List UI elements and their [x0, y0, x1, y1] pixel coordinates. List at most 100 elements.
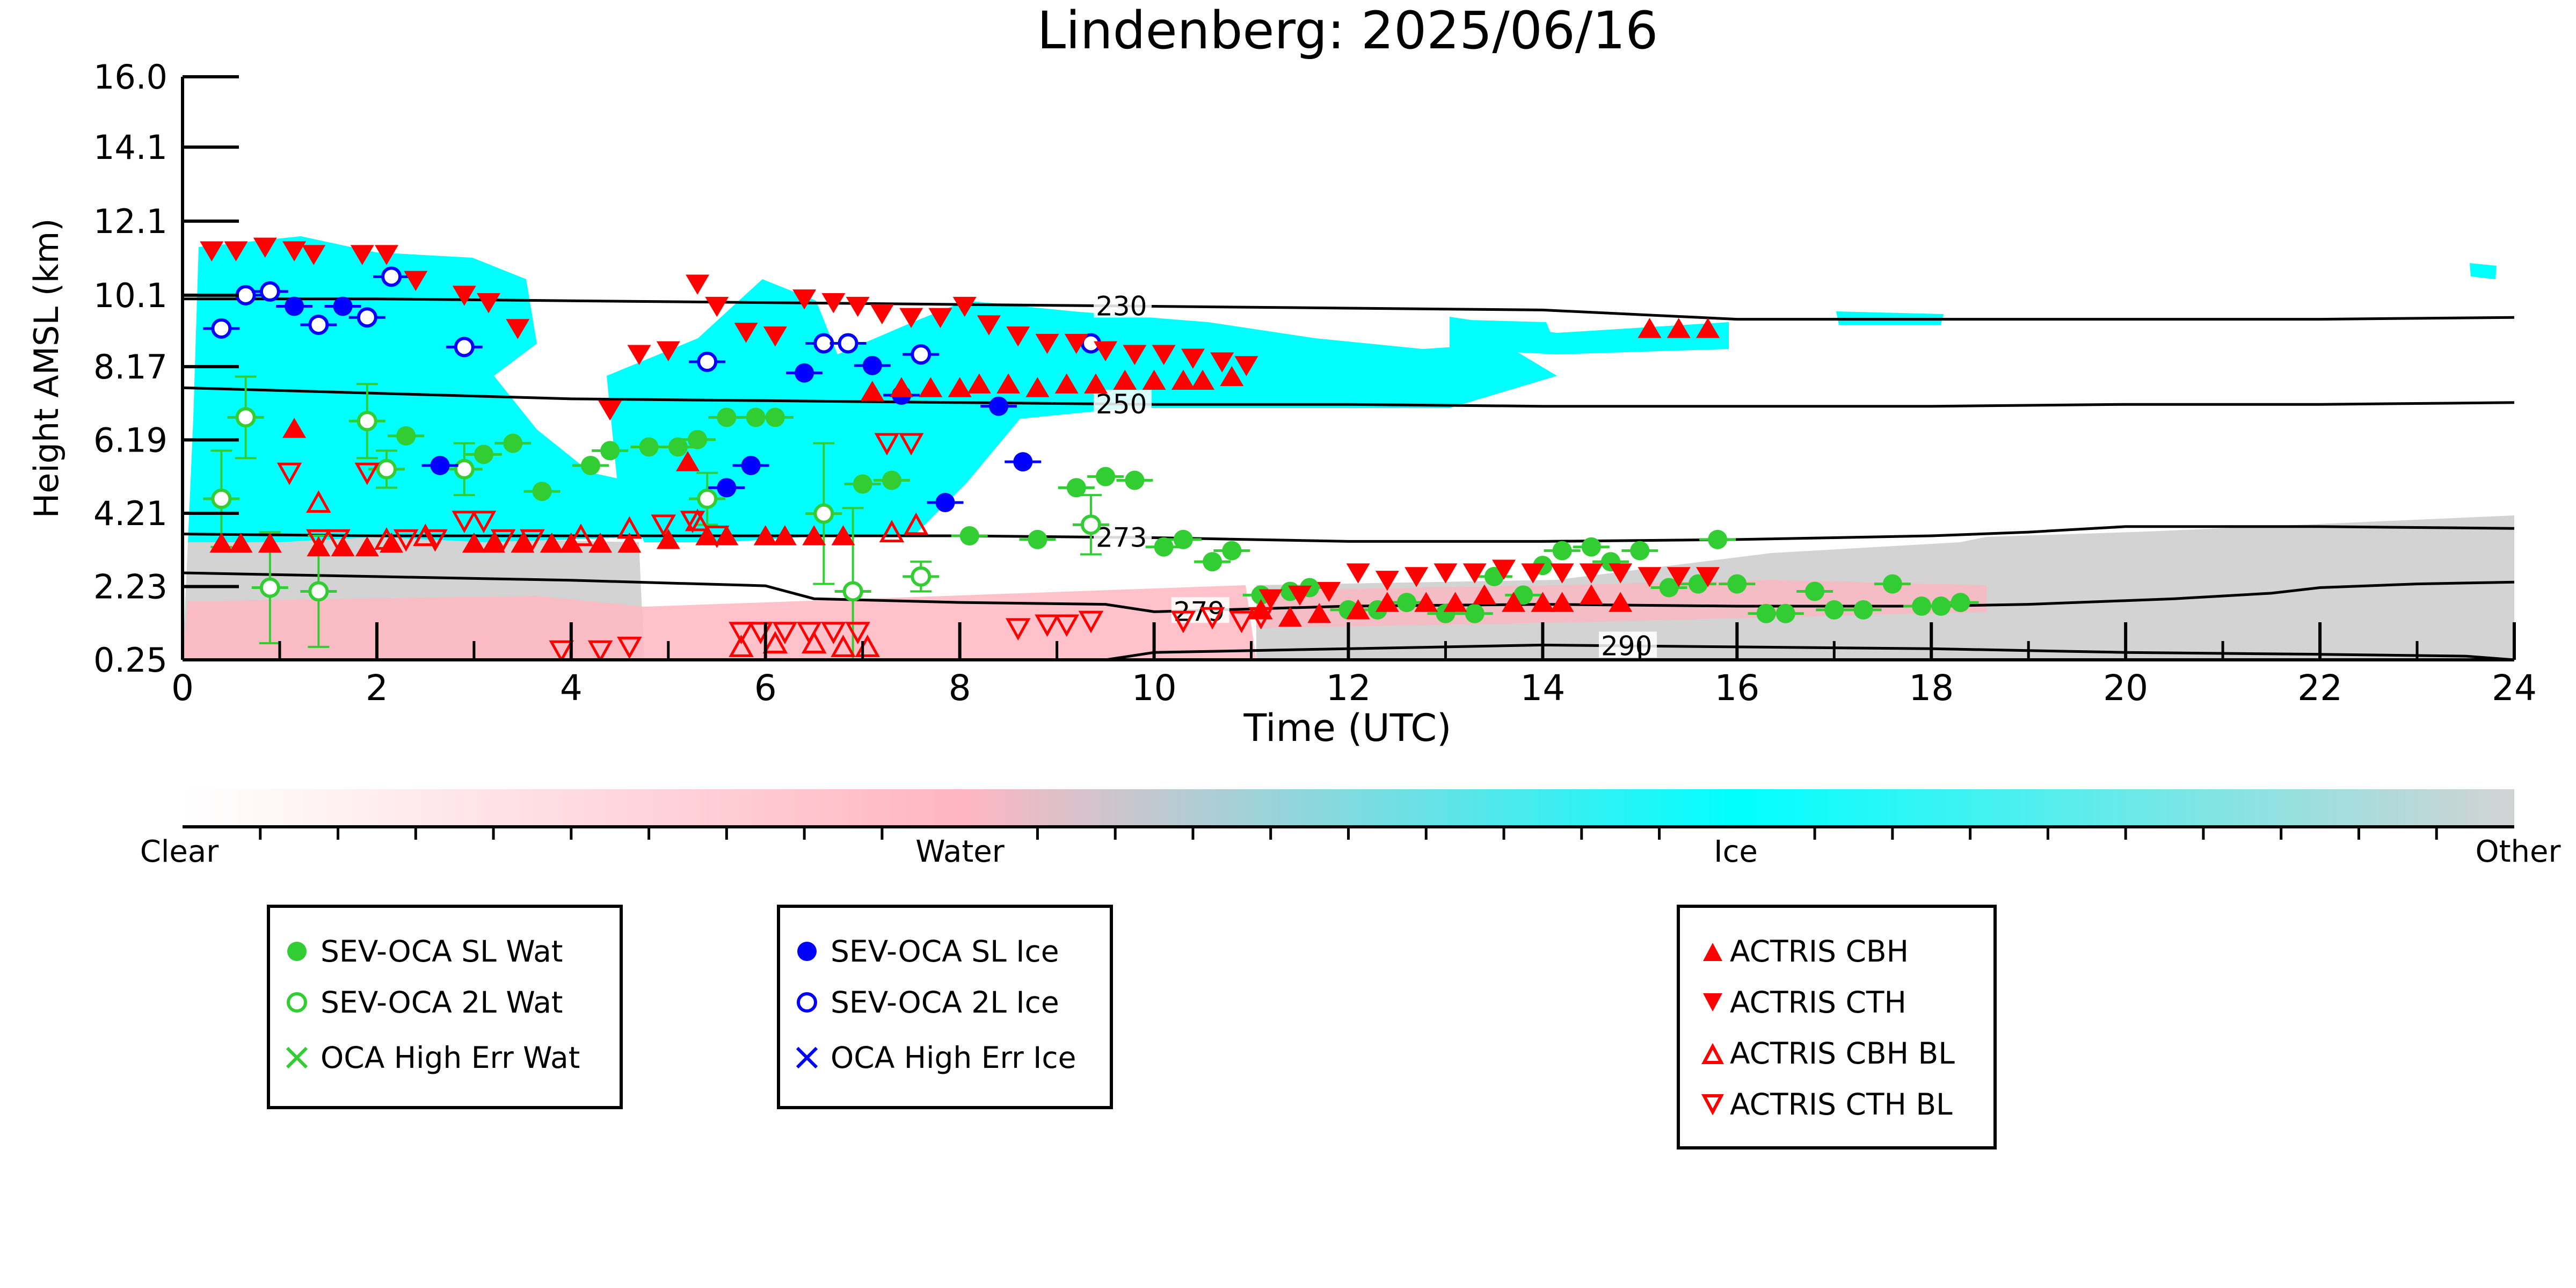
- actris-cth-bl-point: [1054, 614, 1079, 637]
- actris-cbh-point: [462, 533, 486, 553]
- actris-cth-bl-point: [306, 529, 331, 552]
- actris-cth-point: [200, 241, 224, 261]
- sev-oca-2l-ice-point: [813, 333, 834, 354]
- sev-oca-sl-wat-point: [600, 441, 620, 461]
- actris-cth-bl-point: [729, 622, 754, 645]
- classification-imagery: [183, 236, 2514, 660]
- actris-cth-point: [1181, 348, 1205, 369]
- actris-cth-point: [404, 271, 428, 292]
- actris-cth-point: [1123, 345, 1147, 365]
- y-tick-label-7: 14.1: [93, 128, 168, 167]
- actris-cbh-point: [1171, 369, 1195, 390]
- actris-cth-point: [952, 296, 977, 317]
- actris-cth-point: [1667, 567, 1691, 587]
- actris-cth-point: [1346, 563, 1370, 584]
- actris-cbh-point: [1472, 584, 1496, 605]
- actris-cbh-point: [540, 533, 564, 553]
- sev-oca-2l-ice-point: [454, 337, 475, 358]
- sev-oca-2l-ice-point: [381, 266, 402, 287]
- sev-oca-2l-ice-point: [356, 307, 377, 328]
- actris-cbh-point: [656, 529, 680, 549]
- actris-cth-point: [1064, 333, 1088, 354]
- sev-oca-sl-wat-point: [688, 430, 708, 449]
- legend-label-sl-wat: SEV-OCA SL Wat: [321, 934, 563, 969]
- contour-label-bg-273: [1094, 523, 1152, 549]
- sev-oca-2l-ice-point: [211, 318, 232, 339]
- sev-oca-2l-wat-point: [697, 489, 718, 510]
- x-tick-label-12: 24: [2492, 667, 2537, 709]
- actris-cth-point: [1258, 589, 1283, 610]
- actris-cbh-point: [919, 377, 943, 397]
- sev-oca-sl-wat-point: [581, 456, 601, 475]
- x-tick-label-10: 20: [2103, 667, 2148, 709]
- actris-cbh-point: [355, 536, 379, 557]
- actris-cbh-bl-point: [729, 635, 754, 657]
- actris-cth-point: [1006, 326, 1030, 347]
- colorbar-label-water: Water: [915, 834, 1005, 869]
- actris-cth-point: [870, 304, 894, 325]
- sev-oca-sl-ice-point: [285, 296, 304, 316]
- actris-cth-point: [598, 400, 622, 421]
- actris-cth-point: [1375, 571, 1399, 591]
- legend-label-higherr-wat: OCA High Err Wat: [321, 1040, 580, 1075]
- ice-wisps-right: [1450, 263, 2497, 338]
- sev-oca-sl-wat-point: [503, 433, 523, 453]
- sev-oca-sl-ice-point: [989, 396, 1009, 416]
- actris-cth-point: [1492, 559, 1516, 580]
- sev-oca-2l-wat-point: [211, 489, 232, 510]
- sev-oca-sl-ice-point: [430, 456, 450, 475]
- actris-cth-point: [763, 326, 787, 347]
- actris-cth-bl-point: [1005, 618, 1031, 641]
- actris-cth-bl-point: [874, 433, 900, 456]
- actris-cth-bl-point: [1078, 610, 1104, 634]
- actris-cbh-point: [1191, 369, 1215, 390]
- sev-oca-sl-wat-point: [1203, 552, 1222, 572]
- x-tick-label-4: 8: [949, 667, 971, 709]
- actris-cth-bl-point: [471, 511, 497, 534]
- actris-cbh-point: [1346, 599, 1370, 620]
- ice-region-left: [188, 236, 644, 542]
- legend-label-cth: ACTRIS CTH: [1730, 985, 1906, 1020]
- sev-oca-2l-wat-point: [376, 459, 397, 479]
- legend-label-cbh-bl: ACTRIS CBH BL: [1730, 1036, 1955, 1071]
- actris-cth-point: [1638, 567, 1662, 587]
- legend-box-water: SEV-OCA SL Wat SEV-OCA 2L Wat OCA High E…: [267, 905, 623, 1109]
- sev-oca-sl-wat-point: [1581, 537, 1601, 557]
- actris-cth-point: [1317, 581, 1341, 602]
- sev-oca-sl-wat-point: [1882, 574, 1902, 594]
- x-axis-label: Time (UTC): [1243, 706, 1452, 750]
- actris-cbh-bl-point: [831, 635, 856, 657]
- legend-label-sl-ice: SEV-OCA SL Ice: [831, 934, 1059, 969]
- sev-oca-sl-wat-point: [765, 407, 785, 427]
- actris-cbh-point: [331, 536, 355, 557]
- sev-oca-2l-ice-point: [697, 351, 718, 372]
- sev-oca-sl-wat-point: [1513, 585, 1533, 605]
- colorbar: Clear Water Ice Other: [140, 789, 2561, 869]
- actris-cth-point: [977, 315, 1001, 336]
- sev-oca-sl-wat-point: [396, 426, 416, 446]
- actris-cth-bl-point: [772, 622, 798, 645]
- sev-oca-sl-wat-point: [1912, 596, 1932, 616]
- sev-oca-sl-wat-point: [1222, 541, 1242, 561]
- actris-cth-point: [1152, 345, 1176, 365]
- sev-oca-2l-ice-point: [911, 344, 932, 365]
- actris-cbh-point: [1054, 373, 1079, 394]
- actris-cbh-point: [802, 525, 826, 545]
- legend-label-2l-wat: SEV-OCA 2L Wat: [321, 985, 563, 1020]
- sev-oca-2l-wat-point: [308, 581, 329, 602]
- legend-label-higherr-ice: OCA High Err Ice: [831, 1040, 1076, 1075]
- actris-cth-bl-point: [1229, 610, 1254, 634]
- actris-cbh-point: [617, 533, 642, 553]
- sev-oca-2l-wat-point: [235, 407, 256, 428]
- actris-cth-bl-point: [821, 622, 846, 645]
- actris-cth-bl-point: [617, 636, 642, 659]
- actris-cth-point: [302, 245, 326, 265]
- sev-oca-sl-wat-point: [717, 407, 737, 427]
- x-tick-label-0: 0: [171, 667, 194, 709]
- actris-cbh-point: [1609, 592, 1633, 612]
- y-tick-label-8: 16.0: [93, 57, 168, 97]
- actris-cth-bl-point: [704, 526, 730, 548]
- sev-oca-sl-wat-point: [1805, 581, 1825, 601]
- sev-oca-sl-wat-point: [1775, 603, 1795, 623]
- x-tick-label-6: 12: [1326, 667, 1371, 709]
